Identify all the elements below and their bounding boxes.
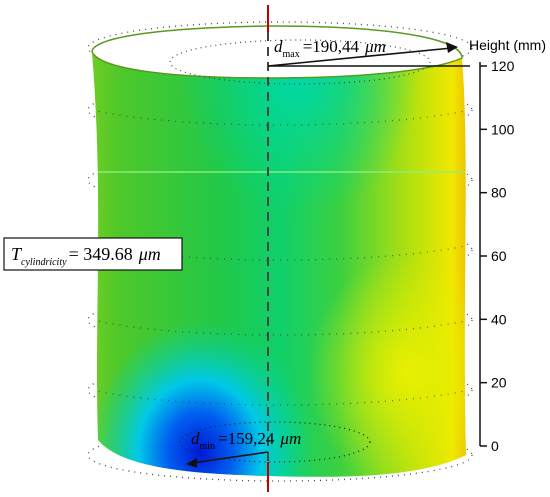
cylinder-surface xyxy=(92,26,466,477)
height-axis-title: Height (mm) xyxy=(469,37,546,53)
bottom-dotted-ellipse xyxy=(179,421,371,463)
dmin-label: dmin =159,24 μm xyxy=(191,429,301,452)
height-axis: Height (mm) 0 20 40 60 80 100 120 xyxy=(469,37,546,454)
height-tick-label: 120 xyxy=(491,58,515,74)
cylindricity-tolerance-box: Tcylindricity = 349.68 μm xyxy=(3,237,183,271)
dmin-arrow xyxy=(186,451,269,468)
height-tick-label: 80 xyxy=(491,185,507,201)
reference-dotted-circles xyxy=(87,21,473,482)
height-tick-label: 0 xyxy=(491,438,499,454)
dmax-arrow xyxy=(267,42,470,67)
cylindricity-label: Tcylindricity = 349.68 μm xyxy=(11,244,161,268)
height-tick-label: 60 xyxy=(491,248,507,264)
dmax-label: dmax =190,44 μm xyxy=(274,37,386,60)
height-tick-label: 40 xyxy=(491,311,507,327)
height-tick-label: 100 xyxy=(491,121,515,137)
cylinder-top-rim xyxy=(91,25,463,85)
height-tick-label: 20 xyxy=(491,375,507,391)
